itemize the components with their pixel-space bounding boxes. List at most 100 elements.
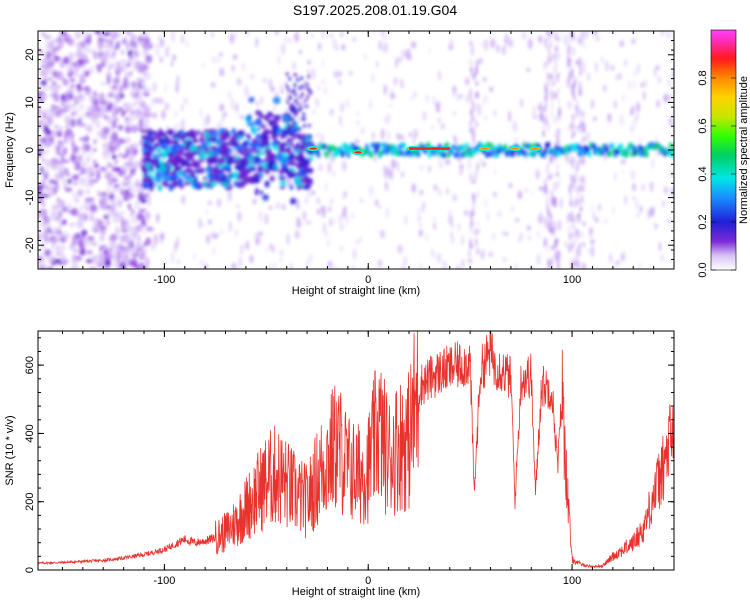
noise-blob [59,125,64,133]
noise-blob [49,46,55,51]
band-blob [300,116,304,121]
noise-streak [277,201,280,209]
band-blob [198,137,206,143]
noise-streak [280,84,283,94]
y-tick-label: 200 [24,493,36,511]
noise-blob [55,258,63,265]
band-blob [286,146,290,151]
noise-blob [123,102,128,108]
band-blob [238,157,244,164]
noise-streak [567,106,571,112]
band-blob [160,164,167,173]
noise-streak [327,260,333,269]
noise-streak [485,93,488,104]
noise-blob [117,264,123,269]
band-blob [174,166,182,172]
band-blob [183,181,191,186]
band-blob [246,121,256,127]
noise-streak [356,120,360,125]
noise-streak [579,175,582,183]
noise-streak [445,159,451,166]
noise-streak [377,259,383,268]
noise-streak [546,245,549,253]
noise-blob [51,205,59,211]
noise-streak [577,217,581,223]
noise-streak [255,100,260,108]
band-blob [162,180,169,188]
noise-blob [135,142,139,151]
noise-streak [589,227,593,234]
noise-streak [670,186,674,197]
band-blob [248,155,255,162]
noise-blob [56,244,60,253]
noise-streak [480,42,484,48]
noise-streak [150,243,156,251]
colorbar-tick-label: 0.4 [697,166,709,181]
noise-streak [623,58,628,67]
noise-blob [68,210,77,214]
noise-streak [514,263,518,269]
noise-blob [63,137,69,144]
noise-blob [124,120,133,127]
signal-band [401,142,407,149]
noise-blob [50,178,55,185]
noise-streak [328,33,334,38]
noise-blob [71,193,78,198]
noise-streak [346,99,349,108]
noise-blob [145,54,153,64]
noise-streak [352,37,357,42]
noise-streak [587,72,590,82]
noise-blob [127,203,132,211]
noise-streak [604,60,610,72]
noise-streak [400,78,404,86]
band-blob [290,90,295,95]
noise-blob [144,39,150,44]
signal-band [383,142,388,149]
band-blob [243,146,249,152]
noise-streak [589,239,595,245]
noise-blob [107,256,113,260]
noise-streak [206,234,210,245]
noise-streak [576,99,579,111]
noise-blob [82,123,87,127]
noise-streak [445,188,450,195]
noise-blob [121,58,125,66]
noise-streak [558,105,561,118]
noise-streak [176,75,180,86]
band-blob [219,156,226,165]
band-blob [302,123,307,128]
band-blob [202,181,207,185]
band-blob [154,175,162,183]
noise-streak [391,158,397,169]
noise-streak [156,43,159,49]
noise-streak [440,123,445,129]
noise-streak [207,219,213,225]
noise-streak [342,160,347,172]
noise-streak [469,120,472,128]
peak-core [531,147,540,150]
noise-streak [475,65,478,76]
noise-blob [96,259,105,265]
noise-streak [517,190,523,200]
noise-streak [375,60,379,68]
noise-streak [172,54,177,62]
noise-blob [96,64,102,73]
noise-streak [544,36,547,49]
noise-streak [613,171,618,182]
noise-streak [651,158,655,169]
noise-streak [249,73,255,80]
noise-streak [549,41,553,47]
band-blob [200,131,205,139]
noise-streak [595,216,599,224]
noise-blob [125,41,130,50]
noise-blob [132,49,139,55]
noise-streak [330,198,333,205]
noise-blob [58,141,65,147]
noise-streak [572,31,575,41]
noise-streak [413,91,418,97]
noise-blob [83,89,92,96]
noise-streak [428,165,431,173]
noise-streak [146,259,150,269]
band-blob [231,128,237,135]
noise-streak [556,171,559,177]
